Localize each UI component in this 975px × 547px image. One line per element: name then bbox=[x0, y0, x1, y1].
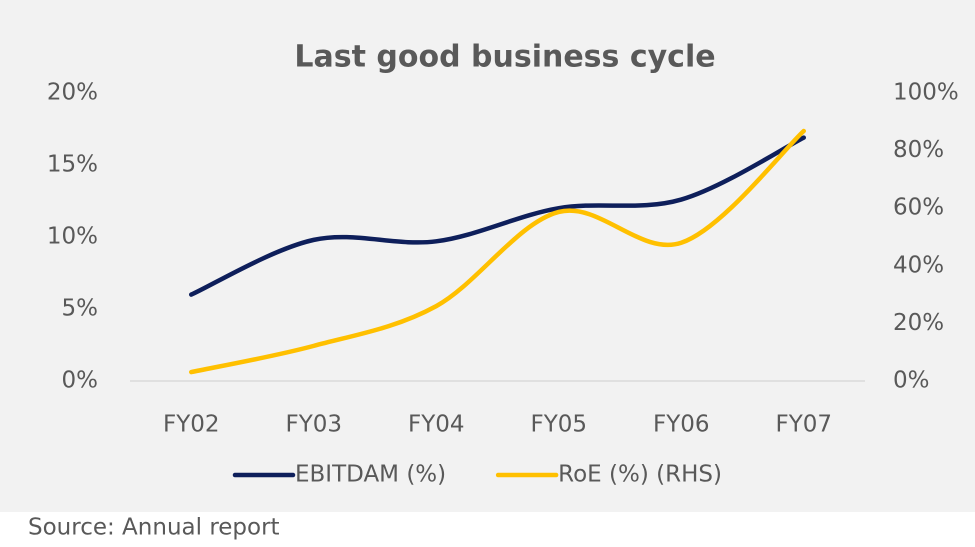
x-tick-label: FY06 bbox=[653, 412, 710, 438]
legend-label: EBITDAM (%) bbox=[295, 462, 446, 488]
x-tick-label: FY05 bbox=[530, 412, 587, 438]
y2-tick-label: 100% bbox=[893, 80, 959, 106]
y-tick-label: 0% bbox=[62, 368, 99, 394]
y2-tick-label: 40% bbox=[893, 252, 944, 278]
y2-tick-label: 0% bbox=[893, 368, 930, 394]
y2-tick-label: 20% bbox=[893, 310, 944, 336]
y2-tick-label: 60% bbox=[893, 195, 944, 221]
x-tick-label: FY02 bbox=[163, 412, 220, 438]
series-line bbox=[189, 135, 806, 297]
series-line bbox=[189, 128, 806, 375]
y2-tick-label: 80% bbox=[893, 137, 944, 163]
legend-label: RoE (%) (RHS) bbox=[558, 462, 722, 488]
chart-background bbox=[0, 0, 975, 512]
x-tick-label: FY03 bbox=[285, 412, 342, 438]
y-tick-label: 10% bbox=[47, 224, 98, 250]
source-note: Source: Annual report bbox=[28, 515, 280, 541]
x-tick-label: FY07 bbox=[775, 412, 832, 438]
y-tick-label: 5% bbox=[62, 296, 99, 322]
y-tick-label: 15% bbox=[47, 152, 98, 178]
y-tick-label: 20% bbox=[47, 80, 98, 106]
chart-title: Last good business cycle bbox=[294, 40, 715, 75]
x-tick-label: FY04 bbox=[408, 412, 465, 438]
